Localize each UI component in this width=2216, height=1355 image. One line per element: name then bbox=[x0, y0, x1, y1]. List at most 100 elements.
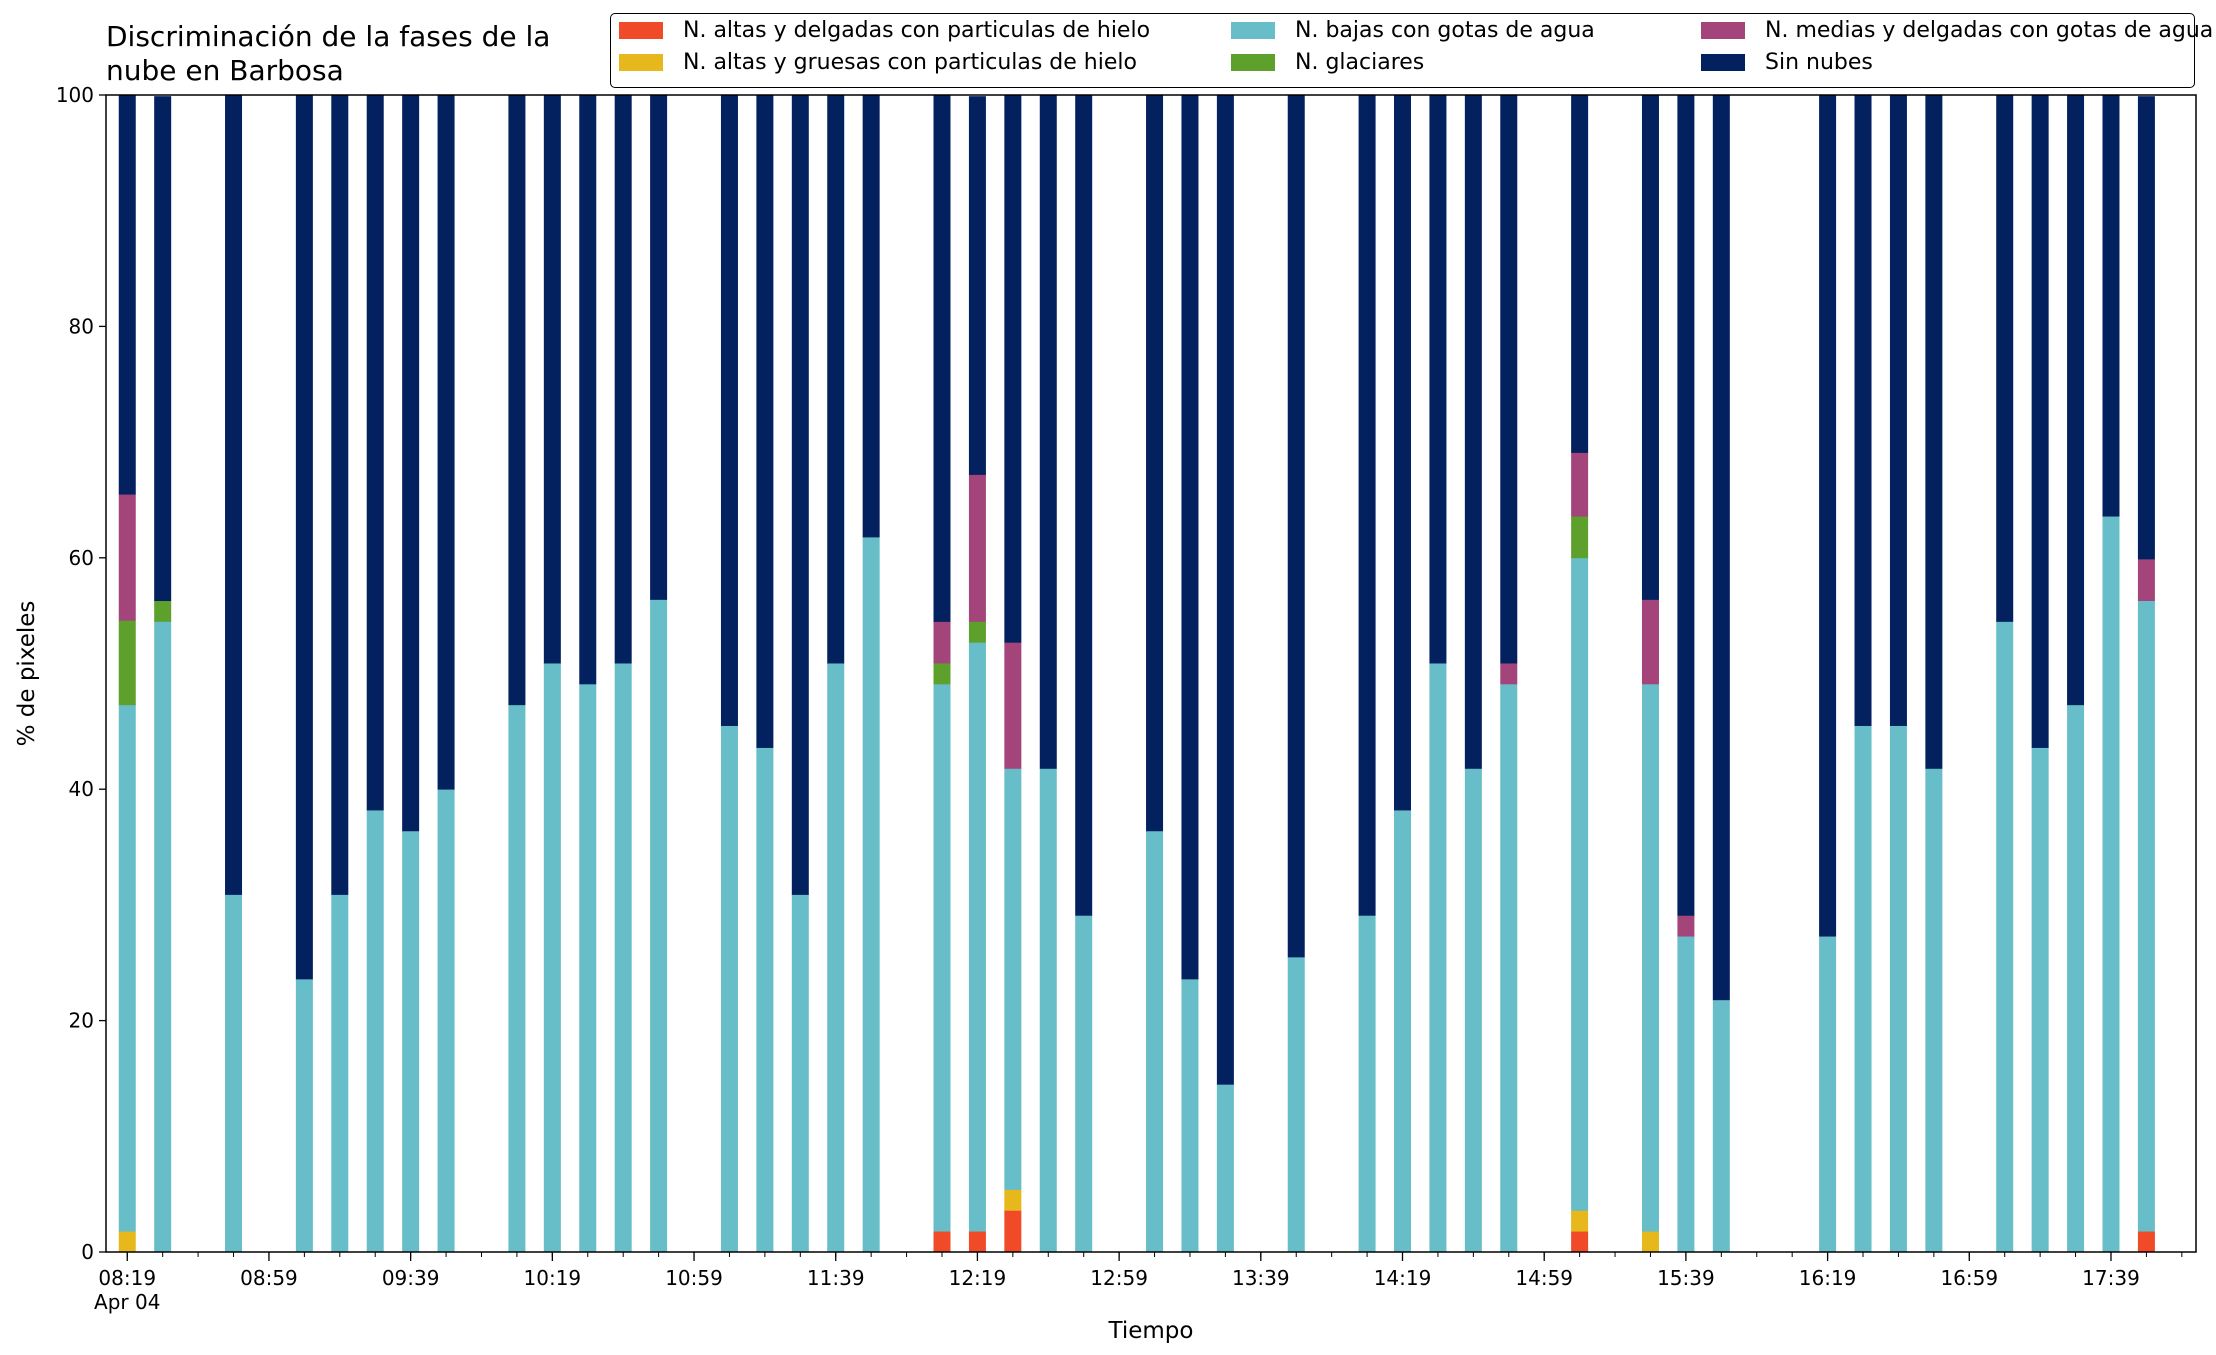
x-tick-label: 16:19 bbox=[1799, 1266, 1857, 1290]
bar-segment bbox=[437, 789, 455, 1253]
y-tick-label: 100 bbox=[56, 83, 94, 107]
bar-segment bbox=[1571, 1231, 1589, 1253]
legend-swatch bbox=[619, 54, 663, 71]
bar-segment bbox=[225, 95, 243, 895]
bar-segment bbox=[1429, 663, 1447, 1253]
bar-segment bbox=[1075, 95, 1093, 916]
x-tick-label: 10:59 bbox=[665, 1266, 723, 1290]
legend-label: N. altas y gruesas con particulas de hie… bbox=[683, 50, 1137, 75]
legend-swatch bbox=[1701, 54, 1745, 71]
x-tick-label: 14:59 bbox=[1515, 1266, 1573, 1290]
bar-segment bbox=[118, 1231, 136, 1253]
bar-segment bbox=[1819, 95, 1837, 937]
bar-segment bbox=[1677, 936, 1695, 1253]
bar-segment bbox=[933, 663, 951, 685]
bar-segment bbox=[1854, 95, 1872, 726]
chart-title: Discriminación de la fases de la nube en… bbox=[106, 20, 551, 87]
x-tick-label: 17:39 bbox=[2082, 1266, 2140, 1290]
legend-swatch bbox=[619, 22, 663, 39]
bar-segment bbox=[1925, 768, 1943, 1253]
bar-segment bbox=[1004, 1189, 1022, 1211]
x-tick-label: 08:59 bbox=[240, 1266, 298, 1290]
bar-segment bbox=[154, 96, 172, 602]
bar-segment bbox=[331, 894, 349, 1253]
bar-segment bbox=[1571, 1210, 1589, 1232]
bar-segment bbox=[154, 600, 172, 622]
bar-segment bbox=[1039, 95, 1057, 769]
bar-segment bbox=[1004, 1210, 1022, 1253]
bar-segment bbox=[295, 978, 313, 1253]
bar-segment bbox=[968, 96, 986, 475]
x-tick-label: 14:19 bbox=[1374, 1266, 1432, 1290]
chart-legend: N. altas y delgadas con particulas de hi… bbox=[610, 13, 2213, 88]
x-date-label: Apr 04 bbox=[94, 1290, 160, 1314]
bar-segment bbox=[968, 642, 986, 1232]
bar-segment bbox=[1394, 810, 1412, 1253]
bar-segment bbox=[1216, 1084, 1234, 1253]
bar-segment bbox=[1429, 95, 1447, 664]
bar-segment bbox=[1889, 95, 1907, 726]
bar-segment bbox=[1075, 915, 1093, 1253]
bar-segment bbox=[2137, 1231, 2155, 1253]
bar-segment bbox=[1641, 95, 1659, 600]
bar-segment bbox=[1571, 516, 1589, 559]
x-tick-label: 12:19 bbox=[949, 1266, 1007, 1290]
bar-segment bbox=[295, 95, 313, 980]
bar-segment bbox=[1996, 95, 2014, 622]
legend-item: Sin nubes bbox=[1701, 50, 1873, 75]
bar-segment bbox=[756, 95, 774, 748]
bar-segment bbox=[1571, 557, 1589, 1211]
bar-segment bbox=[1571, 452, 1589, 517]
bar-segment bbox=[1464, 95, 1482, 769]
bar-segment bbox=[2137, 558, 2155, 602]
bar-segment bbox=[2031, 95, 2049, 748]
bar-segment bbox=[1287, 95, 1305, 958]
plot-frame bbox=[105, 94, 2197, 1253]
bar-segment bbox=[933, 1231, 951, 1253]
y-axis-label: % de pixeles bbox=[14, 601, 40, 747]
bar-segment bbox=[1358, 95, 1376, 916]
axes-layer bbox=[99, 94, 2197, 1261]
bar-segment bbox=[862, 95, 880, 538]
bar-segment bbox=[968, 621, 986, 643]
bar-segment bbox=[402, 830, 420, 1253]
x-tick-label: 10:19 bbox=[524, 1266, 582, 1290]
x-tick-label: 13:39 bbox=[1232, 1266, 1290, 1290]
y-tick-label: 40 bbox=[69, 777, 94, 801]
bar-segment bbox=[118, 620, 136, 706]
bar-segment bbox=[1571, 95, 1589, 453]
y-tick-label: 80 bbox=[69, 314, 94, 338]
y-tick-label: 20 bbox=[69, 1009, 94, 1033]
bar-segment bbox=[1712, 95, 1730, 1001]
legend-label: N. altas y delgadas con particulas de hi… bbox=[683, 18, 1151, 43]
bar-segment bbox=[614, 95, 632, 664]
bar-segment bbox=[1181, 978, 1199, 1253]
bar-segment bbox=[118, 704, 136, 1232]
bar-segment bbox=[756, 747, 774, 1253]
bar-segment bbox=[1216, 95, 1234, 1085]
bar-segment bbox=[968, 1231, 986, 1253]
bar-segment bbox=[543, 95, 561, 664]
bar-segment bbox=[331, 95, 349, 895]
x-tick-label: 12:59 bbox=[1090, 1266, 1148, 1290]
bar-segment bbox=[366, 810, 384, 1253]
legend-label: N. medias y delgadas con gotas de agua bbox=[1765, 18, 2214, 43]
legend-swatch bbox=[1231, 22, 1275, 39]
bar-segment bbox=[650, 599, 668, 1253]
bar-segment bbox=[650, 95, 668, 600]
bar-segment bbox=[2031, 747, 2049, 1253]
legend-label: N. glaciares bbox=[1295, 50, 1425, 75]
bar-segment bbox=[1641, 1231, 1659, 1253]
bar-segment bbox=[1039, 768, 1057, 1253]
legend-label: N. bajas con gotas de agua bbox=[1295, 18, 1595, 43]
bar-segment bbox=[118, 494, 136, 621]
bar-segment bbox=[1287, 956, 1305, 1253]
bar-segment bbox=[933, 621, 951, 664]
bar-segment bbox=[1146, 95, 1164, 832]
bar-segment bbox=[1500, 663, 1518, 685]
legend-item: N. bajas con gotas de agua bbox=[1231, 18, 1595, 43]
legend-swatch bbox=[1231, 54, 1275, 71]
bar-segment bbox=[1394, 95, 1412, 811]
legend-item: N. altas y delgadas con particulas de hi… bbox=[619, 18, 1150, 43]
